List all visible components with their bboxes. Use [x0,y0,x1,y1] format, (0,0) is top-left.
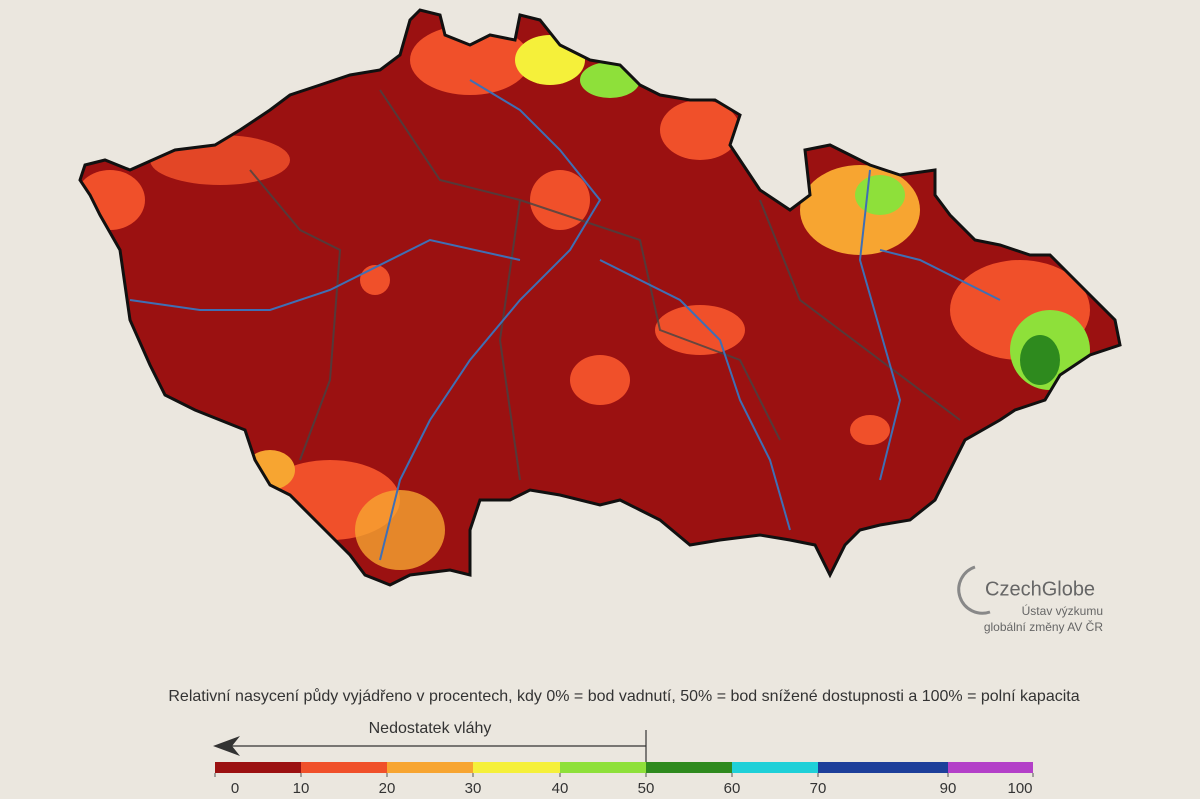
patch [530,170,590,230]
scale-segment [387,762,473,773]
scale-label: 100 [1007,780,1032,797]
patch [570,355,630,405]
scale-label: 40 [552,780,569,797]
river [858,169,902,481]
scale-label: 10 [293,780,310,797]
region-border [379,89,781,441]
legend-caption: Relativní nasycení půdy vyjádřeno v proc… [168,687,1079,705]
scale-label: 60 [724,780,741,797]
logo-line: Ústav výzkumu [1022,603,1103,618]
patch [1020,335,1060,385]
logo: CzechGlobe Ústav výzkumu globální změny … [957,565,1104,634]
region-border [498,199,521,481]
scale-label: 30 [465,780,482,797]
scale-label: 20 [379,780,396,797]
regions [249,89,961,481]
scale-label: 50 [638,780,655,797]
logo-line: globální změny AV ČR [984,619,1104,634]
scale-label: 70 [810,780,827,797]
scale-segment [646,762,732,773]
river [599,259,791,531]
scale-segment [301,762,387,773]
patch [410,25,530,95]
patch [355,490,445,570]
arrow-label: Nedostatek vláhy [369,720,492,737]
scale-segment [215,762,301,773]
river [379,79,602,561]
patch [360,265,390,295]
rivers [129,79,1001,561]
moisture-patches [80,25,1090,570]
legend: Relativní nasycení půdy vyjádřeno v proc… [168,687,1079,797]
scale-segment [818,762,948,773]
scale-segment [732,762,818,773]
patch [655,305,745,355]
region-border [759,199,961,421]
country-border [78,8,1122,587]
patch [660,100,740,160]
patch [800,165,920,255]
scale-label: 90 [940,780,957,797]
scale-segment [948,762,1033,773]
river [879,249,1001,301]
scale-label: 0 [231,780,239,797]
map [78,8,1122,587]
arrow-head [213,736,240,756]
logo-arc [957,565,991,615]
river [129,238,521,311]
region-border [249,169,342,461]
patch [850,415,890,445]
logo-name: CzechGlobe [985,578,1095,600]
scale-segment [560,762,646,773]
patch [855,175,905,215]
scale-segment [473,762,560,773]
